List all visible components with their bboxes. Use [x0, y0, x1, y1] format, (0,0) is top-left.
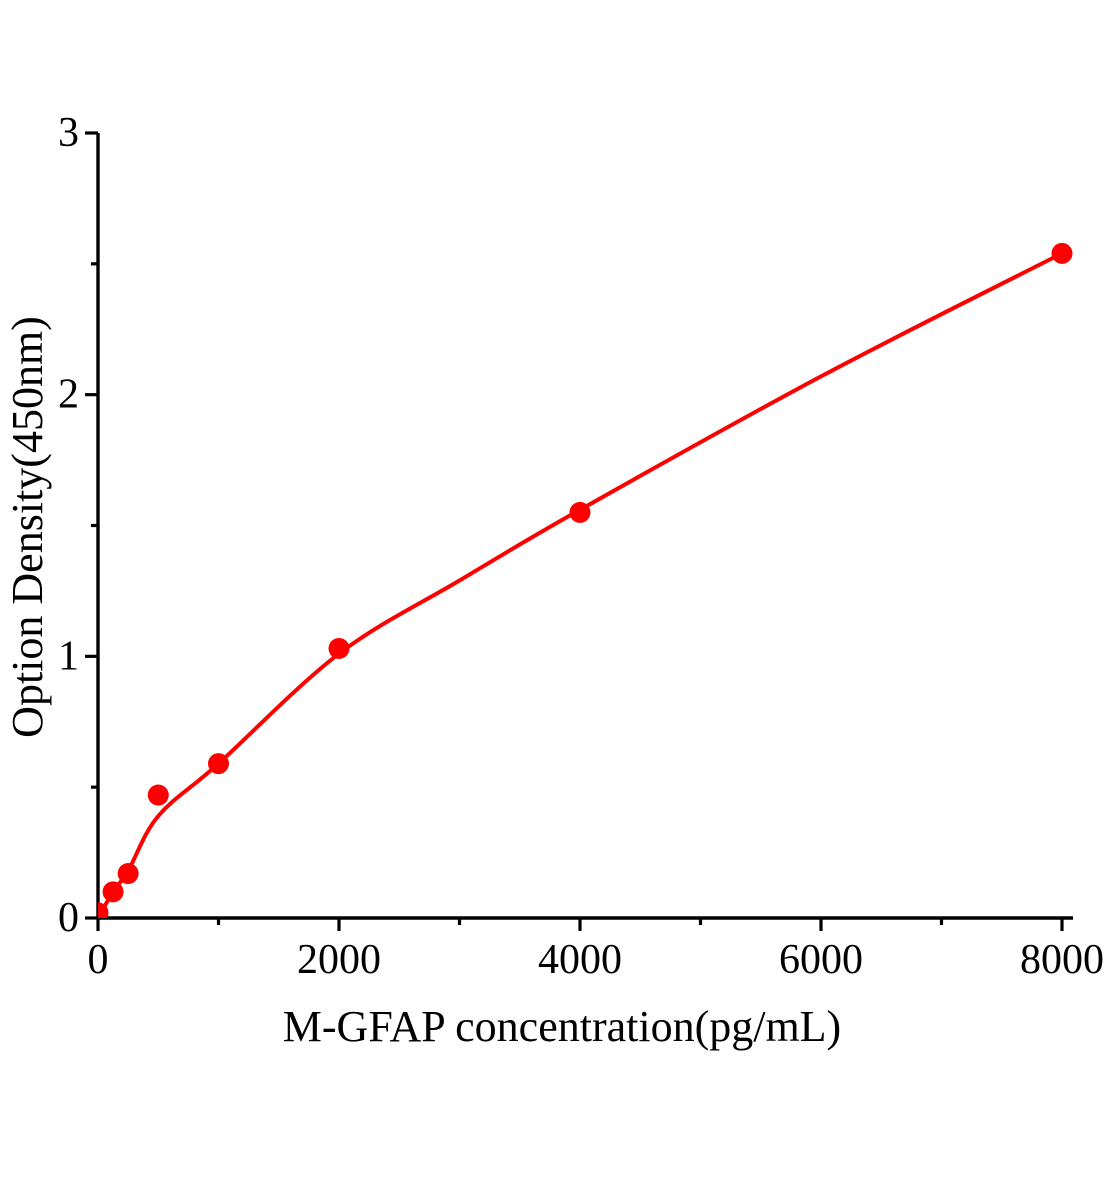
x-tick-label: 8000	[1020, 937, 1104, 983]
data-point	[98, 902, 109, 918]
x-axis-title: M-GFAP concentration(pg/mL)	[283, 1002, 841, 1051]
data-point	[102, 881, 124, 903]
x-tick-label: 6000	[779, 937, 863, 983]
x-tick-label: 2000	[297, 937, 381, 983]
data-point	[328, 637, 350, 659]
plot-area: 0 2000 4000 6000 8000 0 1 2 3	[58, 110, 1104, 983]
data-point	[117, 863, 139, 885]
data-point	[208, 753, 229, 775]
x-tick-label: 4000	[538, 937, 622, 983]
x-tick-label: 0	[88, 937, 109, 983]
data-point	[569, 501, 591, 523]
standard-curve-line	[98, 251, 1064, 918]
data-point	[147, 784, 169, 806]
y-tick-label: 3	[58, 110, 79, 156]
y-axis-title: Option Density(450nm)	[3, 316, 52, 738]
y-tick-label: 2	[58, 372, 79, 418]
y-tick-label: 0	[58, 895, 79, 941]
data-point	[1051, 242, 1073, 264]
y-tick-label: 1	[58, 633, 79, 679]
